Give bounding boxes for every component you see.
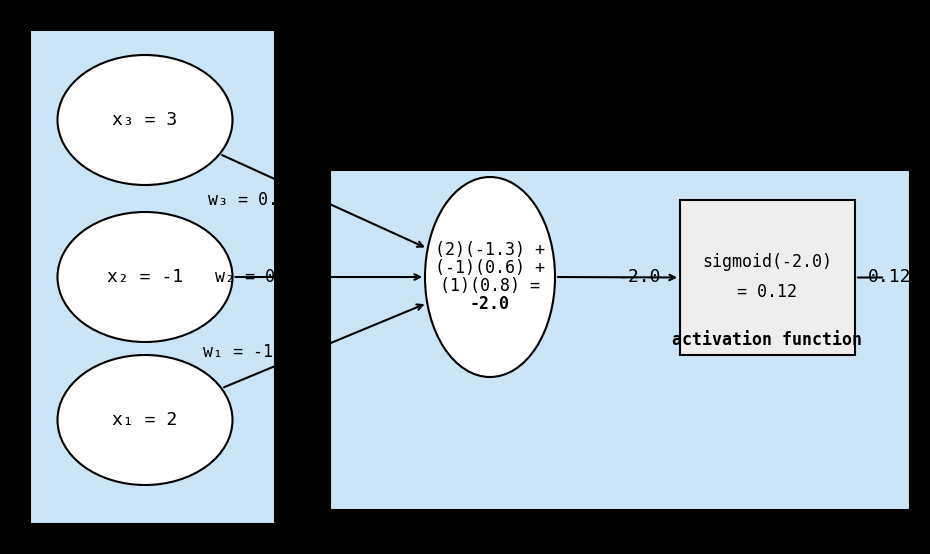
Text: (2)(-1.3) +: (2)(-1.3) +	[435, 241, 545, 259]
Bar	[30, 30, 275, 524]
Text: (-1)(0.6) +: (-1)(0.6) +	[435, 259, 545, 277]
Text: sigmoid(-2.0)
= 0.12: sigmoid(-2.0) = 0.12	[702, 253, 832, 301]
Text: (1)(0.8) =: (1)(0.8) =	[440, 277, 540, 295]
Ellipse shape	[58, 355, 232, 485]
Text: x₃ = 3: x₃ = 3	[113, 111, 178, 129]
Text: -2.0: -2.0	[618, 268, 662, 286]
Text: w₂ = 0.6: w₂ = 0.6	[215, 268, 295, 286]
Text: 0.12: 0.12	[869, 268, 911, 286]
Text: w₁ = -1.3: w₁ = -1.3	[203, 343, 293, 361]
Text: -2.0: -2.0	[470, 295, 510, 313]
Ellipse shape	[58, 55, 232, 185]
Ellipse shape	[58, 212, 232, 342]
Ellipse shape	[425, 177, 555, 377]
Bar	[330, 170, 910, 510]
Text: x₁ = 2: x₁ = 2	[113, 411, 178, 429]
Text: x₂ = -1: x₂ = -1	[107, 268, 183, 286]
Text: activation function: activation function	[672, 331, 862, 349]
Text: w₃ = 0.4: w₃ = 0.4	[208, 191, 288, 209]
Bar	[680, 200, 855, 355]
